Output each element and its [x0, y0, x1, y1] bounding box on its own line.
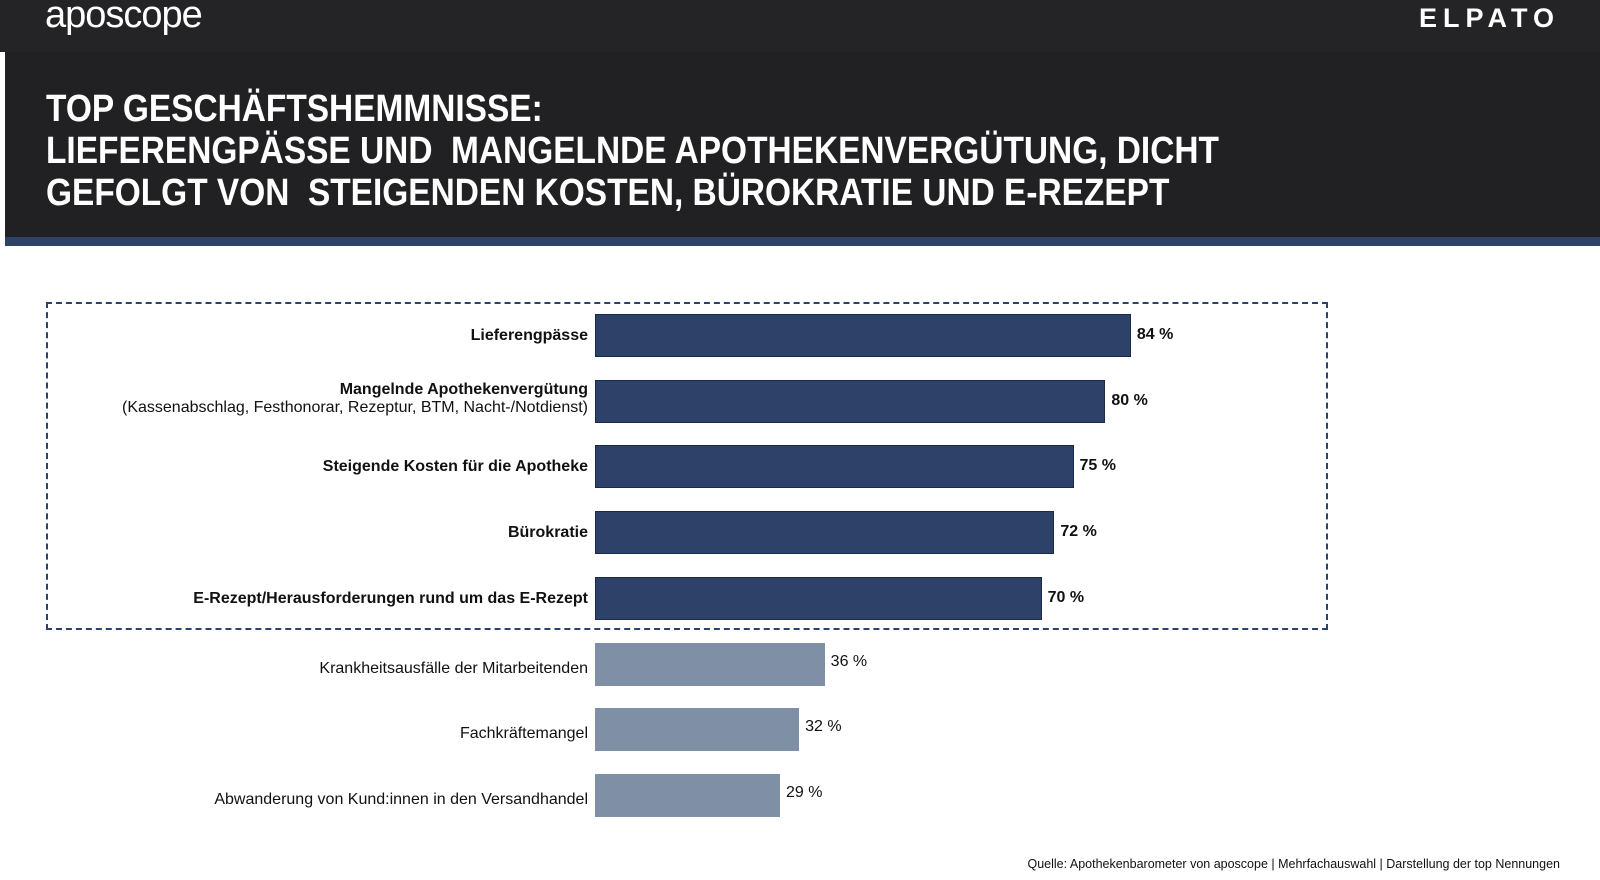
- category-sublabel: (Kassenabschlag, Festhonorar, Rezeptur, …: [122, 398, 588, 416]
- title-banner: [5, 52, 1600, 237]
- bar: [595, 773, 781, 817]
- value-label: 36 %: [830, 652, 868, 670]
- category-label: E-Rezept/Herausforderungen rund um das E…: [193, 590, 588, 608]
- bar: [595, 445, 1074, 489]
- category-label: Steigende Kosten für die Apotheke: [323, 458, 588, 476]
- elpato-logo: ELPATO: [1418, 3, 1560, 33]
- accent-stripe: [5, 237, 1600, 246]
- category-text: Fachkräftemangel: [459, 725, 588, 743]
- value-label: 72 %: [1060, 523, 1097, 541]
- top-bar: [0, 0, 1600, 52]
- bar: [595, 708, 800, 752]
- category-label: Bürokratie: [508, 524, 588, 542]
- aposcope-logo: aposcope: [45, 0, 203, 36]
- category-label: Abwanderung von Kund:innen in den Versan…: [214, 791, 588, 809]
- category-text: Mangelnde Apothekenvergütung: [339, 380, 588, 398]
- bar: [595, 576, 1042, 620]
- value-label: 70 %: [1047, 588, 1085, 606]
- category-label: Lieferengpässe: [471, 327, 588, 345]
- category-text: Bürokratie: [507, 524, 588, 542]
- value-label: 75 %: [1079, 457, 1116, 475]
- category-text: E-Rezept/Herausforderungen rund um das E…: [193, 589, 588, 607]
- category-text: Steigende Kosten für die Apotheke: [322, 458, 588, 476]
- top-five-highlight-box: [46, 302, 1328, 630]
- value-label: 29 %: [786, 783, 823, 801]
- value-label: 80 %: [1111, 391, 1148, 409]
- bar: [595, 314, 1131, 357]
- value-label: 84 %: [1136, 326, 1174, 343]
- page-title: TOP GESCHÄFTSHEMMNISSE: LIEFERENGPÄSSE U…: [46, 88, 1219, 214]
- category-text: Krankheitsausfälle der Mitarbeitenden: [319, 659, 588, 677]
- bar: [595, 642, 825, 686]
- category-label: Krankheitsausfälle der Mitarbeitenden: [319, 660, 588, 678]
- category-text: Abwanderung von Kund:innen in den Versan…: [214, 790, 588, 808]
- bar: [595, 511, 1055, 555]
- category-text: Lieferengpässe: [470, 327, 588, 344]
- category-label: Fachkräftemangel: [460, 725, 588, 743]
- source-note: Quelle: Apothekenbarometer von aposcope …: [1027, 857, 1560, 871]
- value-label: 32 %: [805, 718, 842, 736]
- category-label: Mangelnde Apothekenvergütung (Kassenabsch…: [122, 381, 588, 417]
- bar: [595, 379, 1106, 423]
